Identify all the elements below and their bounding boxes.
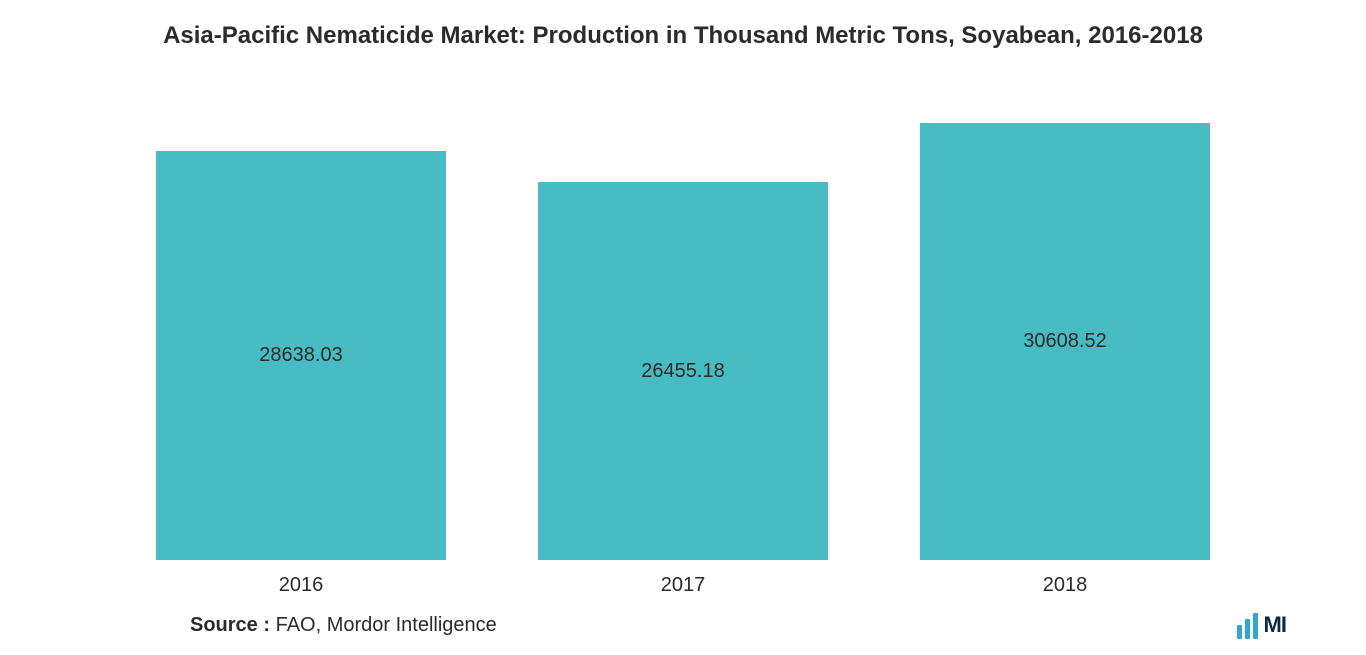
bar-value-2: 30608.52 — [1023, 330, 1106, 353]
plot-area: 28638.03 26455.18 30608.52 — [30, 60, 1336, 560]
chart-container: Asia-Pacific Nematicide Market: Producti… — [0, 0, 1366, 655]
x-axis: 2016 2017 2018 — [30, 560, 1336, 597]
bar-2: 30608.52 — [920, 123, 1210, 560]
x-label-0: 2016 — [156, 574, 446, 597]
x-label-2: 2018 — [920, 574, 1210, 597]
bar-1: 26455.18 — [538, 182, 828, 560]
bar-group-2: 30608.52 — [920, 60, 1210, 560]
chart-title: Asia-Pacific Nematicide Market: Producti… — [30, 20, 1336, 60]
bar-value-0: 28638.03 — [259, 344, 342, 367]
logo-bar-2 — [1253, 613, 1258, 639]
source-text: FAO, Mordor Intelligence — [270, 614, 497, 636]
bar-value-1: 26455.18 — [641, 360, 724, 383]
x-label-1: 2017 — [538, 574, 828, 597]
bar-group-1: 26455.18 — [538, 60, 828, 560]
bar-group-0: 28638.03 — [156, 60, 446, 560]
source-label: Source : — [190, 614, 270, 636]
logo-bars-icon — [1237, 611, 1258, 639]
logo-text: MI — [1264, 612, 1286, 638]
bar-0: 28638.03 — [156, 151, 446, 560]
logo-bar-0 — [1237, 625, 1242, 639]
source-line: Source : FAO, Mordor Intelligence — [190, 614, 497, 637]
chart-footer: Source : FAO, Mordor Intelligence MI — [30, 597, 1336, 645]
logo-bar-1 — [1245, 619, 1250, 639]
brand-logo: MI — [1237, 611, 1286, 639]
